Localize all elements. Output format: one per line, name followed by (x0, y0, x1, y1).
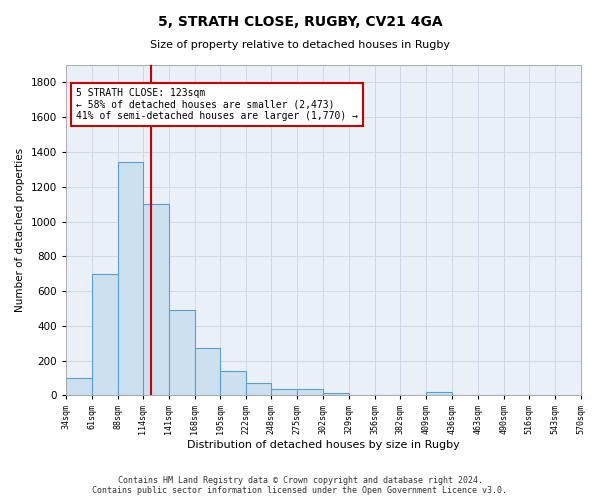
Text: 5 STRATH CLOSE: 123sqm
← 58% of detached houses are smaller (2,473)
41% of semi-: 5 STRATH CLOSE: 123sqm ← 58% of detached… (76, 88, 358, 122)
Bar (194, 348, 220, 396)
Bar (271, 390, 297, 396)
Bar (66, 378, 92, 396)
Bar (143, 204, 169, 396)
Bar (169, 310, 194, 396)
Bar (297, 390, 323, 396)
Bar (92, 274, 118, 396)
Bar (426, 392, 452, 396)
Text: Contains HM Land Registry data © Crown copyright and database right 2024.
Contai: Contains HM Land Registry data © Crown c… (92, 476, 508, 495)
X-axis label: Distribution of detached houses by size in Rugby: Distribution of detached houses by size … (187, 440, 460, 450)
Text: Size of property relative to detached houses in Rugby: Size of property relative to detached ho… (150, 40, 450, 50)
Bar (220, 371, 247, 396)
Y-axis label: Number of detached properties: Number of detached properties (15, 148, 25, 312)
Bar (118, 162, 143, 396)
Text: 5, STRATH CLOSE, RUGBY, CV21 4GA: 5, STRATH CLOSE, RUGBY, CV21 4GA (158, 15, 442, 29)
Bar (323, 393, 349, 396)
Bar (247, 383, 271, 396)
